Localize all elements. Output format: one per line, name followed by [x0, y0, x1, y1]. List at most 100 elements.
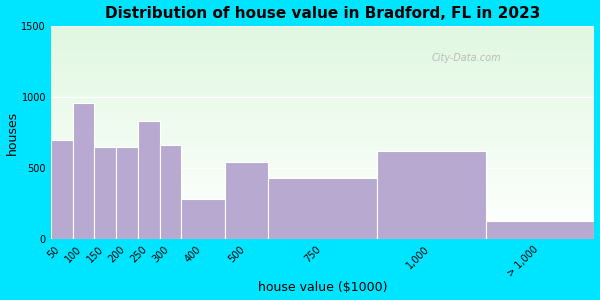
Bar	[138, 121, 160, 239]
Bar	[51, 40, 595, 41]
Bar	[51, 92, 595, 93]
Bar	[51, 93, 595, 94]
Title: Distribution of house value in Bradford, FL in 2023: Distribution of house value in Bradford,…	[105, 6, 541, 21]
Bar	[51, 182, 595, 183]
Bar	[51, 202, 595, 203]
Bar	[51, 177, 595, 178]
Bar	[94, 147, 116, 239]
Bar	[51, 136, 595, 137]
Bar	[51, 39, 595, 40]
Bar	[51, 199, 595, 200]
Bar	[268, 178, 377, 239]
Bar	[51, 140, 595, 141]
Bar	[51, 161, 595, 162]
Bar	[51, 128, 595, 129]
Bar	[51, 45, 595, 46]
Bar	[51, 98, 595, 100]
Bar	[51, 219, 595, 220]
Bar	[51, 181, 595, 182]
Bar	[51, 140, 73, 239]
Bar	[51, 46, 595, 47]
Bar	[51, 77, 595, 78]
Bar	[51, 83, 595, 85]
Bar	[51, 29, 595, 30]
Bar	[51, 217, 595, 218]
Bar	[51, 122, 595, 123]
Bar	[51, 192, 595, 194]
Bar	[51, 135, 595, 136]
Bar	[51, 166, 595, 167]
Bar	[51, 66, 595, 68]
Bar	[51, 123, 595, 124]
Bar	[51, 144, 595, 145]
Bar	[51, 237, 595, 238]
Bar	[51, 224, 595, 225]
Bar	[51, 152, 595, 153]
Bar	[51, 120, 595, 121]
Bar	[51, 103, 595, 104]
Bar	[51, 26, 595, 27]
Bar	[51, 201, 595, 202]
Bar	[51, 35, 595, 37]
Bar	[51, 231, 595, 232]
Bar	[51, 129, 595, 130]
Bar	[51, 222, 595, 223]
Bar	[51, 154, 595, 155]
Bar	[51, 179, 595, 181]
Bar	[51, 96, 595, 98]
Bar	[51, 186, 595, 187]
Bar	[51, 102, 595, 103]
Bar	[51, 107, 595, 108]
Bar	[51, 81, 595, 83]
Bar	[51, 225, 595, 226]
Bar	[225, 162, 268, 239]
Bar	[51, 153, 595, 154]
Bar	[51, 43, 595, 44]
Bar	[51, 190, 595, 191]
Bar	[51, 70, 595, 71]
Bar	[51, 141, 595, 142]
Bar	[51, 191, 595, 192]
Bar	[51, 223, 595, 224]
Bar	[51, 171, 595, 172]
Bar	[51, 106, 595, 107]
Bar	[51, 172, 595, 173]
Bar	[51, 232, 595, 233]
Bar	[51, 206, 595, 207]
Bar	[51, 73, 595, 74]
Bar	[51, 146, 595, 148]
Bar	[51, 28, 595, 29]
Bar	[51, 131, 595, 133]
Bar	[51, 37, 595, 38]
Bar	[51, 213, 595, 214]
Bar	[51, 87, 595, 88]
X-axis label: house value ($1000): house value ($1000)	[258, 281, 388, 294]
Bar	[51, 156, 595, 157]
Bar	[51, 170, 595, 171]
Bar	[51, 143, 595, 144]
Bar	[51, 162, 595, 164]
Bar	[51, 91, 595, 92]
Bar	[51, 127, 595, 128]
Bar	[51, 233, 595, 234]
Bar	[51, 44, 595, 45]
Bar	[51, 203, 595, 204]
Bar	[51, 42, 595, 43]
Bar	[51, 139, 595, 140]
Bar	[51, 109, 595, 110]
Bar	[51, 196, 595, 198]
Bar	[51, 68, 595, 69]
Bar	[51, 158, 595, 159]
Bar	[181, 200, 225, 239]
Bar	[51, 56, 595, 57]
Bar	[51, 198, 595, 199]
Bar	[51, 157, 595, 158]
Bar	[51, 165, 595, 166]
Bar	[51, 89, 595, 90]
Bar	[51, 119, 595, 120]
Bar	[51, 220, 595, 221]
Bar	[51, 116, 595, 117]
Bar	[51, 62, 595, 63]
Bar	[51, 110, 595, 111]
Bar	[51, 148, 595, 150]
